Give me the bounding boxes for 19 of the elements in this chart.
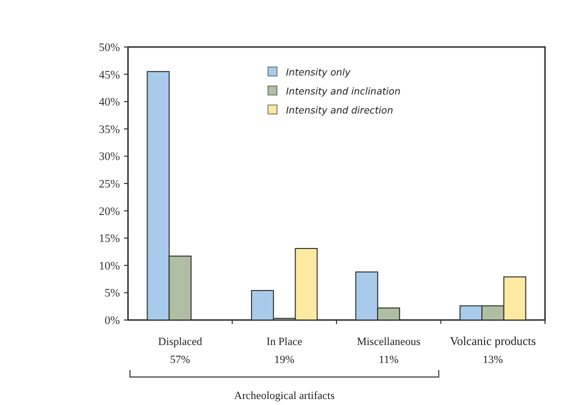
legend-label: Intensity only: [286, 67, 351, 78]
y-tick-label: 10%: [98, 260, 120, 272]
x-tick-label: Miscellaneous 11%: [356, 336, 420, 366]
legend-label: Intensity and direction: [286, 105, 394, 116]
y-tick-label: 0%: [104, 315, 120, 328]
x-tick-label: Volcanic products 13%: [450, 334, 536, 366]
text: Archeological artifacts: [234, 390, 335, 402]
legend-label: Intensity and inclination: [286, 86, 400, 98]
y-tick-label: 50%: [98, 42, 120, 54]
x-tick-label: In Place 19%: [266, 336, 302, 366]
y-tick-label: 20%: [98, 206, 120, 218]
y-tick-label: 15%: [98, 233, 120, 246]
y-tick-label: 30%: [98, 151, 120, 164]
y-tick-label: 45%: [98, 69, 120, 82]
y-tick-label: 25%: [98, 178, 120, 191]
y-tick-label: 35%: [98, 124, 120, 136]
y-tick-label: 5%: [104, 288, 120, 300]
x-tick-label: Displaced 57%: [158, 336, 203, 366]
y-tick-label: 40%: [98, 96, 120, 109]
